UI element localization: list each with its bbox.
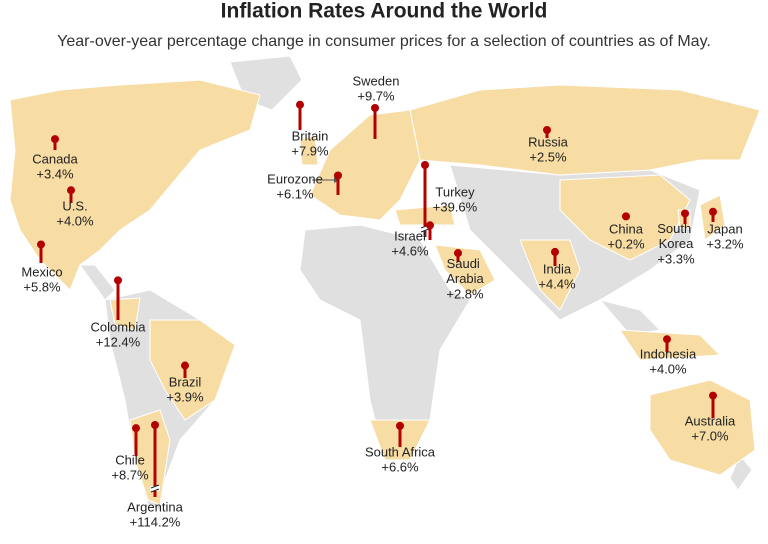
country-name: Mexico — [21, 264, 62, 279]
value-label: +4.0% — [649, 361, 687, 376]
country-name: Israel — [394, 228, 426, 243]
value-label: +2.8% — [446, 286, 484, 301]
pin-head — [296, 100, 304, 109]
value-label: +39.6% — [433, 199, 478, 214]
pin-head — [114, 276, 122, 285]
value-label: +6.1% — [276, 186, 314, 201]
pin-head — [67, 186, 75, 195]
value-label: +9.7% — [357, 88, 395, 103]
value-label: +12.4% — [96, 334, 141, 349]
value-label: +7.9% — [291, 143, 329, 158]
pin-head — [551, 247, 559, 256]
pin-head — [709, 207, 717, 216]
country-name: Britain — [292, 128, 329, 143]
country-name: Japan — [707, 221, 742, 236]
country-name: South Korea — [657, 221, 695, 251]
country-name-line: Saudi — [447, 256, 484, 271]
pin-break-mark — [150, 488, 160, 493]
basemap — [9, 55, 761, 511]
value-label: +6.6% — [381, 459, 419, 474]
country-name: India — [543, 261, 572, 276]
pin-head — [51, 135, 59, 144]
value-label: +8.7% — [111, 467, 149, 482]
country-name: Canada — [32, 151, 78, 166]
title: Inflation Rates Around the World — [221, 0, 548, 23]
country-name: Sweden — [353, 73, 400, 88]
pin-head — [334, 171, 342, 180]
country-name-line: South — [657, 221, 695, 236]
country-name-line: Korea — [659, 236, 694, 251]
pin-head — [181, 361, 189, 370]
value-label: +4.4% — [538, 276, 576, 291]
value-label: +3.2% — [706, 236, 744, 251]
value-label: +5.8% — [23, 279, 61, 294]
value-label: +7.0% — [691, 428, 729, 443]
country-name: Eurozone — [267, 171, 323, 186]
pin-head — [371, 103, 379, 112]
pin-head — [396, 421, 404, 430]
value-label: +3.4% — [36, 166, 74, 181]
pin-break-mark — [150, 484, 160, 489]
country-name: Brazil — [169, 374, 202, 389]
value-label: +114.2% — [130, 514, 181, 529]
pin-head — [709, 391, 717, 400]
country-name: China — [609, 221, 644, 236]
pin-head — [663, 335, 671, 344]
country-name: Turkey — [435, 184, 475, 199]
country-name: Argentina — [127, 499, 183, 514]
pin-head — [37, 240, 45, 249]
pin-head — [421, 161, 429, 169]
country-name: Indonesia — [640, 346, 697, 361]
pin-break — [150, 486, 160, 491]
value-label: +3.9% — [166, 389, 204, 404]
subtitle: Year-over-year percentage change in cons… — [57, 33, 711, 50]
country-name: Russia — [528, 134, 569, 149]
country-name: U.S. — [62, 198, 87, 213]
pin-head — [454, 249, 462, 258]
country-name: Colombia — [91, 319, 147, 334]
country-name: Saudi Arabia — [446, 256, 484, 286]
pin-head — [543, 126, 551, 134]
value-label: +2.5% — [529, 149, 567, 164]
country-name: South Africa — [365, 444, 436, 459]
country-name: Australia — [685, 413, 736, 428]
pin-head — [151, 421, 159, 429]
pin-head — [681, 209, 689, 218]
pin-head — [426, 221, 434, 230]
country-name-line: Arabia — [446, 271, 484, 286]
value-label: +4.0% — [56, 213, 94, 228]
country-name: Chile — [115, 452, 145, 467]
value-label: +3.3% — [657, 251, 695, 266]
pin-break — [420, 226, 430, 231]
pins: Canada+3.4%U.S.+4.0%Mexico+5.8%Colombia+… — [21, 73, 744, 529]
pin-break-mark — [420, 228, 430, 233]
pin-head — [132, 424, 140, 433]
value-label: +0.2% — [607, 236, 645, 251]
pin-head — [622, 212, 630, 221]
value-label: +4.6% — [391, 243, 429, 258]
